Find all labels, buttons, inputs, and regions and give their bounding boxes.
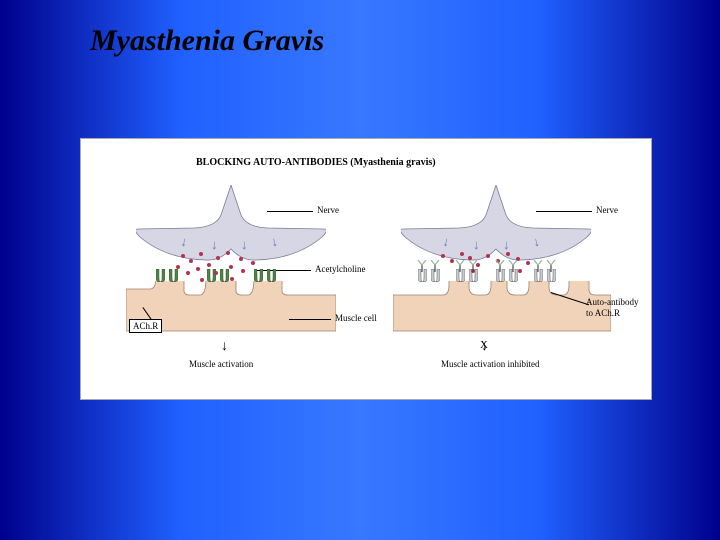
- receptor-normal-icon: [220, 269, 229, 282]
- receptor-normal-icon: [267, 269, 276, 282]
- acetylcholine-vesicle-icon: [241, 269, 245, 273]
- autoantibody-icon: [508, 259, 518, 271]
- muscle-right-icon: [393, 281, 611, 341]
- autoantibody-icon: [455, 259, 465, 271]
- transmit-arrow-icon: ↓: [241, 238, 248, 251]
- acetylcholine-vesicle-icon: [176, 265, 180, 269]
- label-autoantibody-2: to ACh.R: [586, 308, 620, 318]
- acetylcholine-vesicle-icon: [207, 263, 211, 267]
- leader-nerve-left: [267, 211, 313, 212]
- autoantibody-icon: [417, 259, 427, 271]
- acetylcholine-vesicle-icon: [214, 271, 218, 275]
- autoantibody-icon: [495, 259, 505, 271]
- autoantibody-icon: [430, 259, 440, 271]
- slide-background: Myasthenia Gravis BLOCKING AUTO-ANTIBODI…: [0, 0, 720, 540]
- autoantibody-icon: [533, 259, 543, 271]
- nerve-terminal-left-icon: [136, 185, 326, 265]
- panel-heading: BLOCKING AUTO-ANTIBODIES (Myasthenia gra…: [196, 157, 436, 168]
- transmit-arrow-icon: ↓: [211, 238, 218, 251]
- receptor-normal-icon: [169, 269, 178, 282]
- receptor-normal-icon: [254, 269, 263, 282]
- label-nerve-left: Nerve: [317, 205, 339, 215]
- acetylcholine-vesicle-icon: [229, 265, 233, 269]
- leader-muscle-cell: [289, 319, 331, 320]
- acetylcholine-vesicle-icon: [518, 269, 522, 273]
- diagram-panel: BLOCKING AUTO-ANTIBODIES (Myasthenia gra…: [80, 138, 652, 400]
- autoantibody-icon: [546, 259, 556, 271]
- slide-title: Myasthenia Gravis: [90, 24, 324, 58]
- label-muscle-act-inhibited: Muscle activation inhibited: [441, 359, 539, 369]
- label-muscle-activation: Muscle activation: [189, 359, 253, 369]
- activation-arrow-left-icon: ↓: [221, 339, 228, 355]
- transmit-arrow-icon: ↓: [473, 238, 480, 251]
- nerve-terminal-right-icon: [401, 185, 591, 265]
- label-acetylcholine: Acetylcholine: [315, 264, 365, 274]
- acetylcholine-vesicle-icon: [186, 271, 190, 275]
- leader-nerve-right: [536, 211, 592, 212]
- acetylcholine-vesicle-icon: [196, 267, 200, 271]
- leader-acetylcholine: [255, 270, 311, 271]
- autoantibody-icon: [468, 259, 478, 271]
- transmit-arrow-icon: ↓: [503, 238, 510, 251]
- inhibited-x-icon: X: [480, 339, 488, 351]
- label-nerve-right: Nerve: [596, 205, 618, 215]
- label-achr: ACh.R: [129, 319, 162, 333]
- label-autoantibody-1: Auto-antibody: [586, 297, 639, 307]
- receptor-normal-icon: [156, 269, 165, 282]
- label-muscle-cell: Muscle cell: [335, 313, 377, 323]
